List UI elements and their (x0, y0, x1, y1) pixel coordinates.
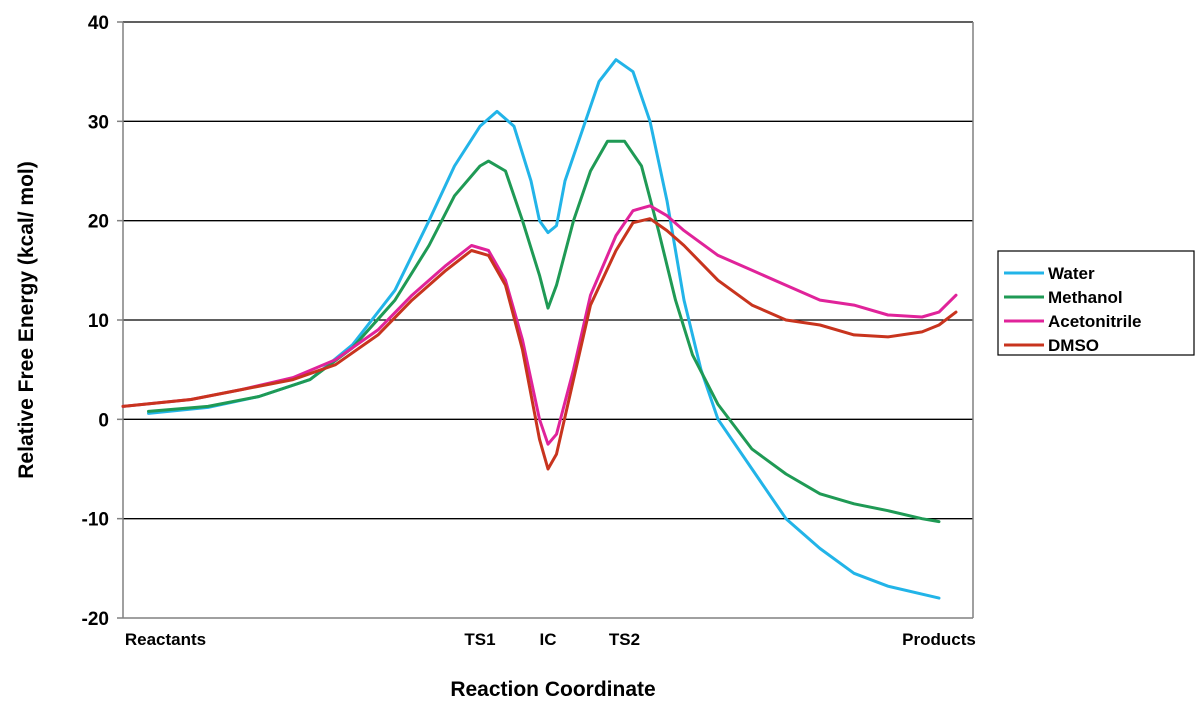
y-tick-label: 20 (88, 212, 109, 233)
x-category-labels: Reactants TS1 IC TS2 Products (125, 630, 976, 649)
y-axis-title: Relative Free Energy (kcal/ mol) (15, 161, 38, 478)
x-category-label: TS2 (609, 630, 640, 649)
legend-label: Methanol (1048, 288, 1123, 307)
y-tick-labels: -20 -10 0 10 20 30 40 (82, 13, 109, 630)
y-tick-label: 40 (88, 13, 109, 34)
x-category-label: IC (540, 630, 557, 649)
y-tick-label: 0 (98, 410, 109, 431)
y-tick-label: -20 (82, 609, 109, 630)
x-axis-title: Reaction Coordinate (450, 678, 655, 701)
y-tick-label: -10 (82, 510, 109, 531)
legend: Water Methanol Acetonitrile DMSO (998, 251, 1194, 355)
y-tick-label: 10 (88, 311, 109, 332)
y-tick-label: 30 (88, 112, 109, 133)
x-category-label: TS1 (464, 630, 495, 649)
x-category-label: Products (902, 630, 976, 649)
legend-label: DMSO (1048, 336, 1099, 355)
legend-label: Water (1048, 264, 1095, 283)
x-category-label: Reactants (125, 630, 206, 649)
legend-label: Acetonitrile (1048, 312, 1142, 331)
